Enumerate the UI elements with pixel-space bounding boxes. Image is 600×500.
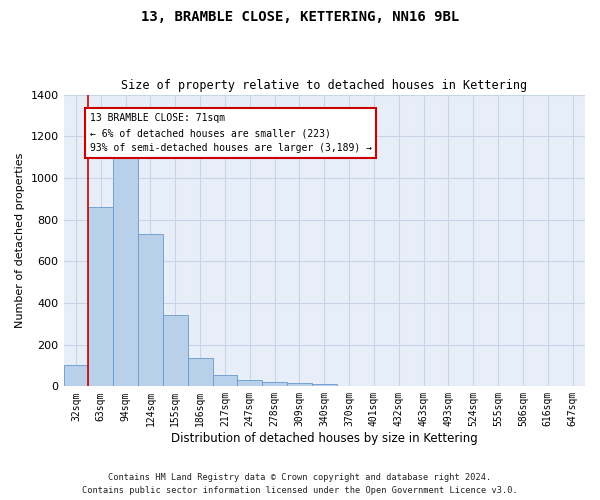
- Bar: [312, 384, 337, 386]
- Text: Contains HM Land Registry data © Crown copyright and database right 2024.
Contai: Contains HM Land Registry data © Crown c…: [82, 474, 518, 495]
- Bar: [138, 234, 163, 386]
- Bar: [64, 366, 88, 386]
- Bar: [88, 207, 113, 386]
- Title: Size of property relative to detached houses in Kettering: Size of property relative to detached ho…: [121, 79, 527, 92]
- Y-axis label: Number of detached properties: Number of detached properties: [15, 153, 25, 328]
- Bar: [113, 142, 138, 386]
- Bar: [287, 382, 312, 386]
- Bar: [188, 358, 212, 386]
- Text: 13 BRAMBLE CLOSE: 71sqm
← 6% of detached houses are smaller (223)
93% of semi-de: 13 BRAMBLE CLOSE: 71sqm ← 6% of detached…: [89, 114, 371, 153]
- Bar: [163, 316, 188, 386]
- Bar: [238, 380, 262, 386]
- Bar: [212, 375, 238, 386]
- Bar: [262, 382, 287, 386]
- X-axis label: Distribution of detached houses by size in Kettering: Distribution of detached houses by size …: [171, 432, 478, 445]
- Text: 13, BRAMBLE CLOSE, KETTERING, NN16 9BL: 13, BRAMBLE CLOSE, KETTERING, NN16 9BL: [141, 10, 459, 24]
